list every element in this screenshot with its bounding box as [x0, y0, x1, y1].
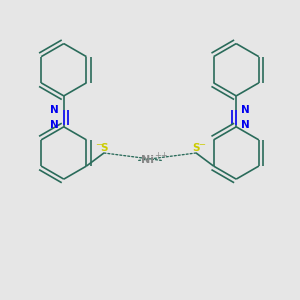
Text: S: S — [100, 143, 108, 153]
Text: N: N — [50, 120, 59, 130]
Text: ++: ++ — [154, 151, 168, 160]
Text: N: N — [241, 105, 250, 115]
Text: −: − — [95, 140, 102, 149]
Text: Ni: Ni — [140, 155, 154, 165]
Text: −: − — [198, 140, 205, 149]
Text: N: N — [241, 120, 250, 130]
Text: S: S — [192, 143, 200, 153]
Text: N: N — [50, 105, 59, 115]
